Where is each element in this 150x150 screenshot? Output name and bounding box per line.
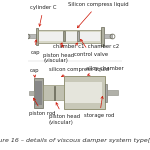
Text: cylinder C: cylinder C — [30, 5, 57, 26]
Text: piston head
(viscular): piston head (viscular) — [43, 45, 74, 63]
Polygon shape — [38, 30, 101, 43]
Polygon shape — [34, 78, 43, 108]
Polygon shape — [29, 91, 34, 95]
Text: Figure 16 – details of viscous damper system type[14]: Figure 16 – details of viscous damper sy… — [0, 138, 150, 143]
Text: control valve: control valve — [74, 39, 108, 57]
Polygon shape — [65, 82, 102, 103]
Polygon shape — [27, 34, 36, 38]
Text: alloy chamber: alloy chamber — [86, 66, 124, 75]
Polygon shape — [35, 81, 42, 105]
Polygon shape — [104, 34, 112, 38]
Polygon shape — [36, 28, 38, 45]
Polygon shape — [64, 76, 105, 109]
Polygon shape — [43, 85, 64, 100]
Polygon shape — [101, 27, 104, 46]
Polygon shape — [54, 86, 56, 99]
Text: Silicon compress liquid: Silicon compress liquid — [68, 2, 128, 28]
Text: storage rod: storage rod — [84, 96, 115, 118]
Text: silicon compress liquid: silicon compress liquid — [49, 67, 109, 77]
Text: piston head
(viscular): piston head (viscular) — [49, 103, 80, 125]
Text: cap: cap — [30, 40, 40, 55]
Polygon shape — [77, 32, 79, 41]
Polygon shape — [39, 32, 100, 41]
Text: piston rod: piston rod — [29, 98, 56, 116]
Text: chamber c1  chamber c2: chamber c1 chamber c2 — [53, 44, 119, 49]
Polygon shape — [63, 32, 65, 41]
Polygon shape — [107, 90, 118, 95]
Text: cap: cap — [29, 68, 39, 77]
Polygon shape — [105, 84, 107, 102]
